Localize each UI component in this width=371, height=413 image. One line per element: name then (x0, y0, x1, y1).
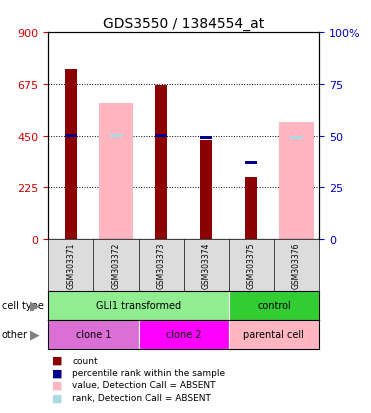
Text: control: control (257, 301, 291, 311)
Text: GSM303371: GSM303371 (66, 242, 75, 289)
Text: GSM303374: GSM303374 (202, 242, 211, 289)
Text: ▶: ▶ (30, 298, 40, 311)
Bar (200, 141, 212, 240)
Text: ■: ■ (52, 380, 62, 390)
Text: percentile rank within the sample: percentile rank within the sample (72, 368, 226, 377)
Bar (290, 137, 303, 140)
Bar (99, 104, 133, 240)
Title: GDS3550 / 1384554_at: GDS3550 / 1384554_at (103, 17, 264, 31)
Text: parental cell: parental cell (243, 330, 304, 339)
Bar (48, 320, 138, 349)
Text: GSM303373: GSM303373 (157, 242, 165, 289)
Bar (65, 135, 77, 138)
Text: cell type: cell type (2, 300, 44, 310)
Text: value, Detection Call = ABSENT: value, Detection Call = ABSENT (72, 380, 216, 389)
Bar (200, 137, 212, 140)
Text: other: other (2, 329, 28, 339)
Bar (229, 291, 319, 320)
Text: GSM303372: GSM303372 (111, 242, 121, 289)
Bar (109, 135, 122, 138)
Text: count: count (72, 356, 98, 365)
Text: ▶: ▶ (30, 327, 40, 340)
Bar (65, 70, 77, 240)
Text: GLI1 transformed: GLI1 transformed (96, 301, 181, 311)
Text: ■: ■ (52, 355, 62, 365)
Text: ■: ■ (52, 368, 62, 377)
Bar (246, 161, 257, 165)
Bar (138, 320, 229, 349)
Text: clone 1: clone 1 (76, 330, 111, 339)
Bar (229, 320, 319, 349)
Bar (155, 86, 167, 240)
Text: rank, Detection Call = ABSENT: rank, Detection Call = ABSENT (72, 393, 211, 402)
Bar (246, 178, 257, 240)
Text: clone 2: clone 2 (166, 330, 201, 339)
Bar (279, 123, 314, 240)
Text: ■: ■ (52, 392, 62, 402)
Bar (155, 135, 167, 138)
Bar (48, 291, 229, 320)
Text: GSM303376: GSM303376 (292, 242, 301, 289)
Text: GSM303375: GSM303375 (247, 242, 256, 289)
